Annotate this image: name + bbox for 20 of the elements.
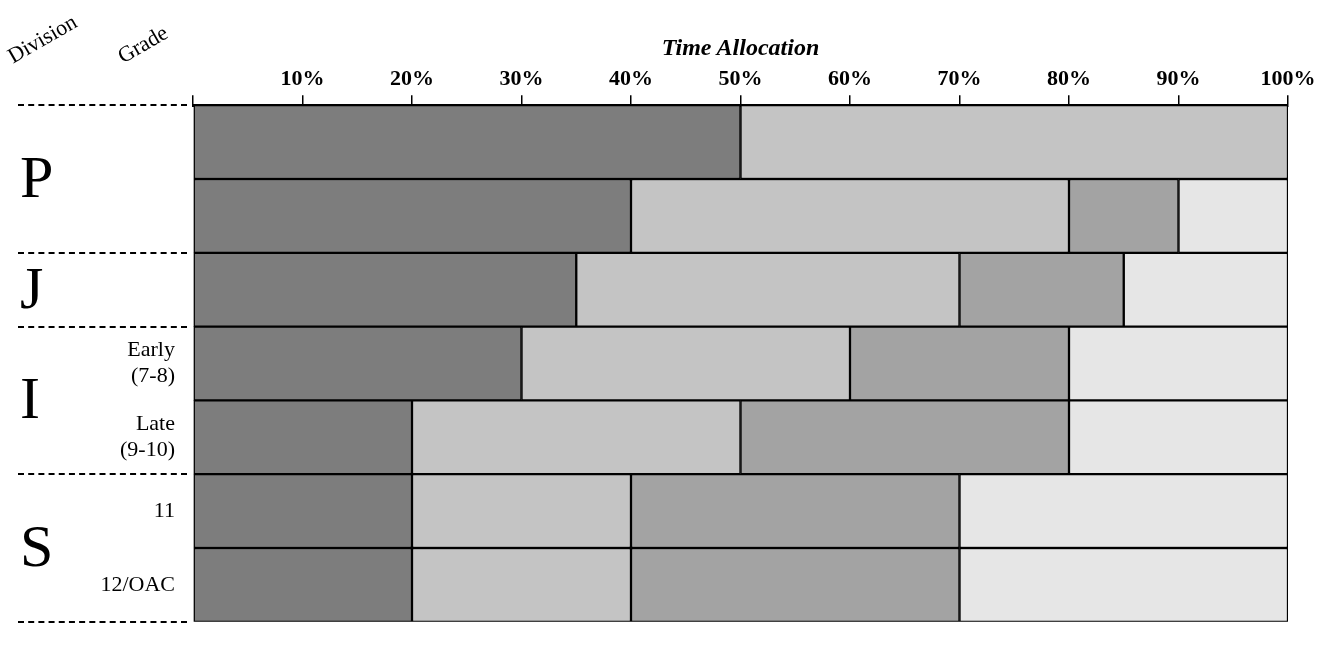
text: J: [20, 254, 44, 321]
text: P: [20, 144, 54, 210]
x-tick-label: 50%: [718, 64, 763, 90]
x-tick-label: 90%: [1156, 64, 1201, 90]
x-axis-title: Time Allocation: [661, 33, 820, 60]
x-tick-label: 70%: [937, 64, 982, 90]
x-tick-label: 80%: [1047, 64, 1091, 90]
x-tick-label: 100%: [1260, 64, 1316, 90]
x-tick-label: 30%: [499, 64, 544, 90]
text: S: [20, 513, 54, 579]
y-tick-label: Late (9-10): [120, 409, 175, 462]
x-tick-label: 40%: [609, 64, 653, 90]
y-tick-label: Early (7-8): [127, 336, 175, 388]
x-tick-label: 10%: [280, 64, 325, 90]
x-tick-label: 60%: [828, 64, 872, 90]
y-tick-label: 11: [153, 496, 175, 522]
y-tick-label: 12/OAC: [100, 570, 175, 596]
text: Grade: [113, 19, 173, 70]
text: I: [20, 365, 40, 432]
x-tick-label: 20%: [390, 64, 434, 90]
